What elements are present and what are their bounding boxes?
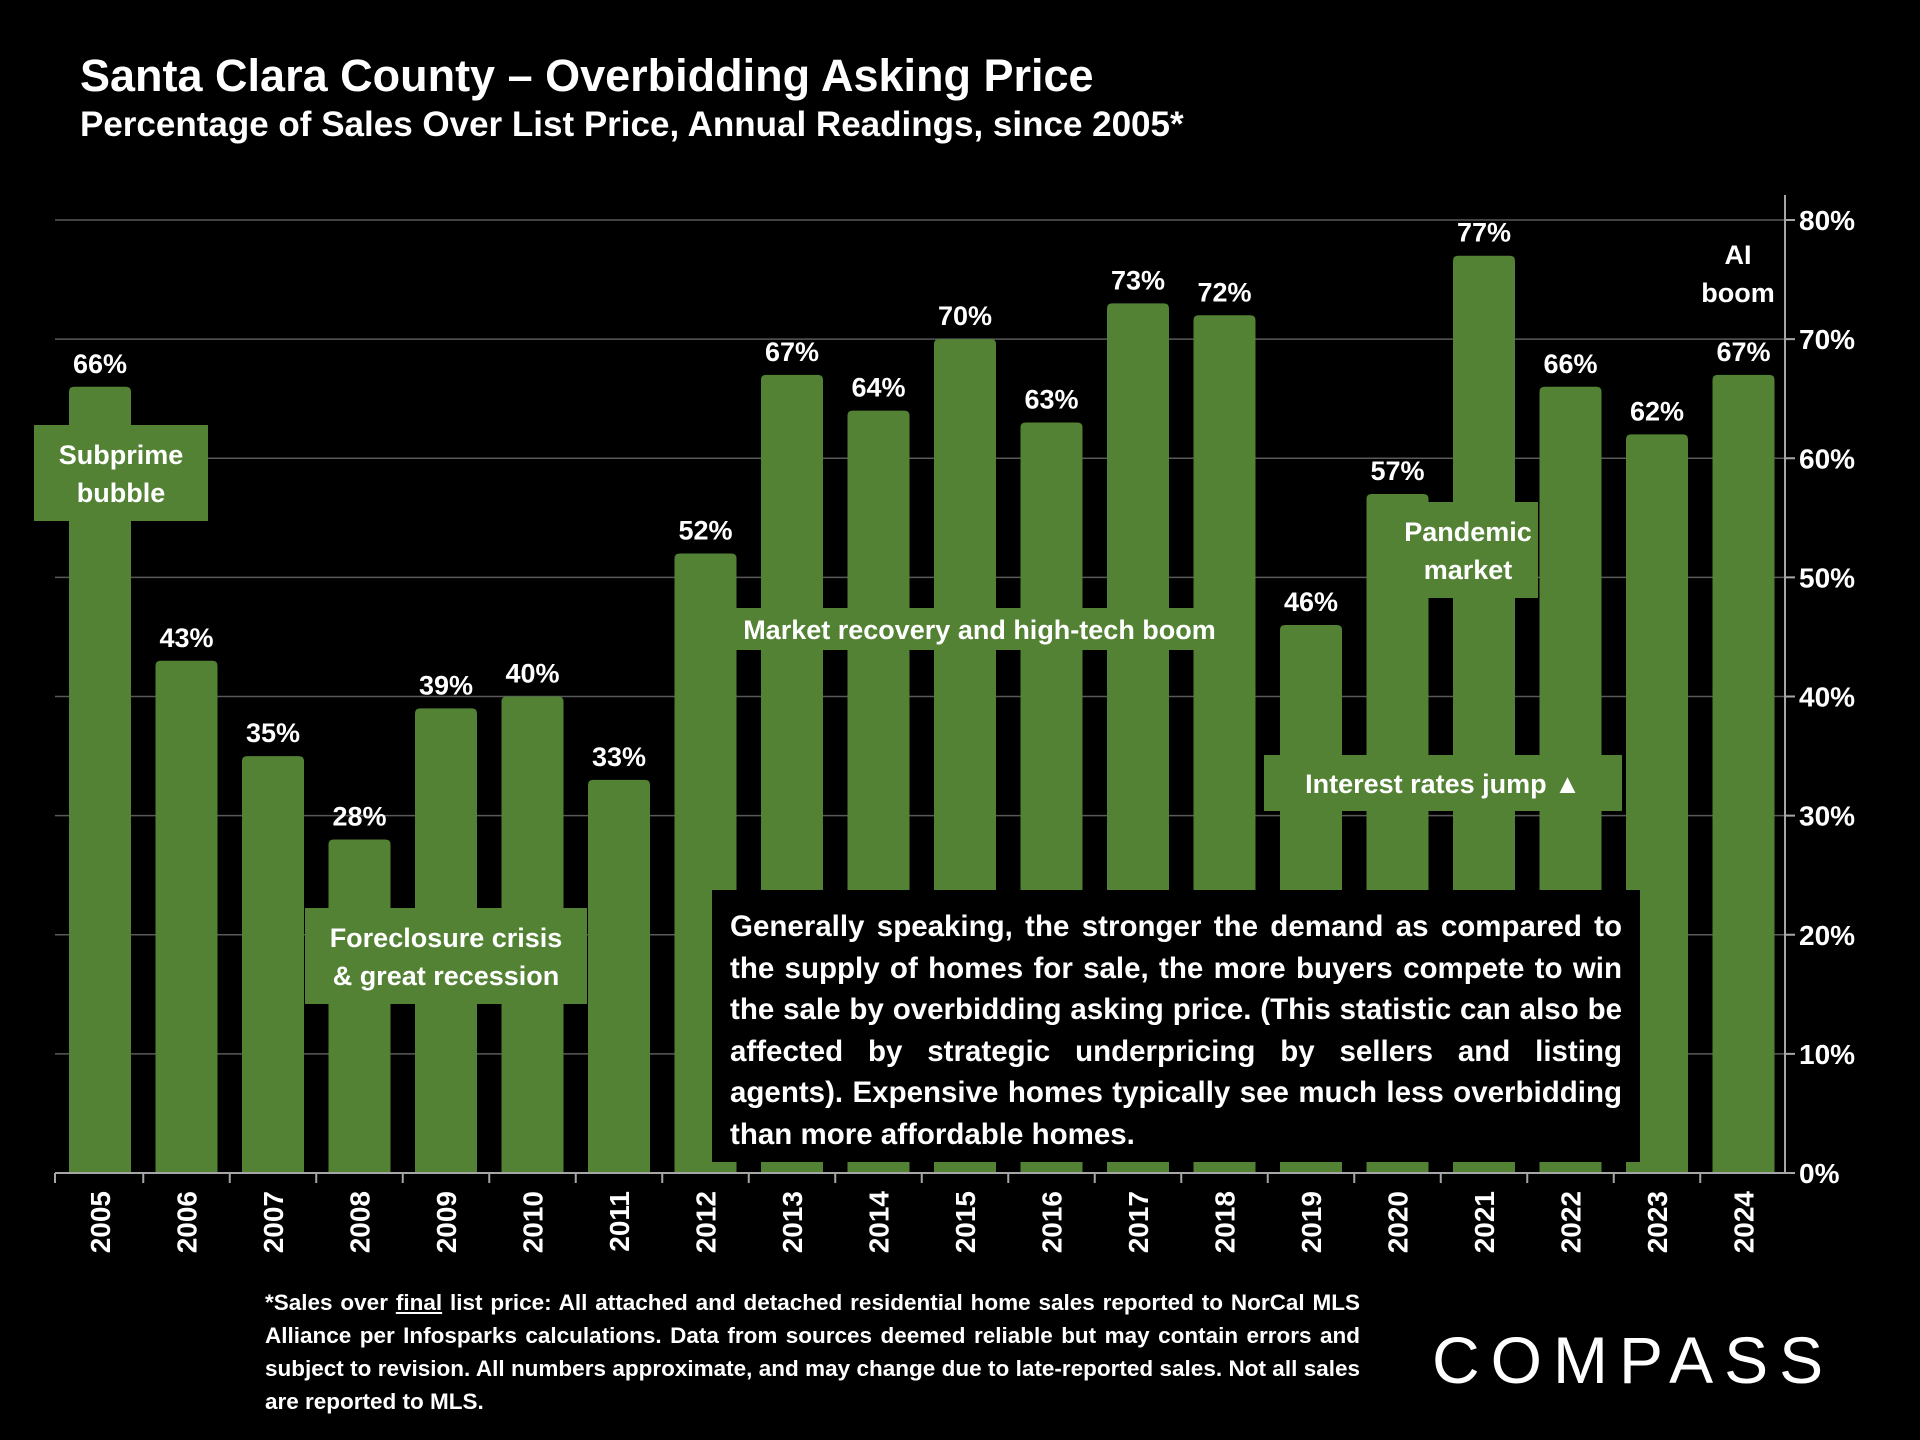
rates-annotation-box <box>1264 755 1622 811</box>
x-tick-label: 2021 <box>1469 1191 1500 1253</box>
bar-value-label: 33% <box>592 742 646 772</box>
bar-value-label: 43% <box>159 623 213 653</box>
footnote-prefix: *Sales over <box>265 1290 396 1315</box>
y-tick-label: 70% <box>1799 324 1855 355</box>
footnote-rest: list price: All attached and detached re… <box>265 1290 1360 1414</box>
explanation-note: Generally speaking, the stronger the dem… <box>712 890 1640 1162</box>
bar <box>1626 434 1688 1173</box>
x-tick-label: 2024 <box>1729 1191 1760 1254</box>
annotations: Subprime bubble Foreclosure crisis & great … <box>34 240 1775 1004</box>
y-tick-label: 60% <box>1799 443 1855 474</box>
rates-annotation-text: Interest rates jump ▲ <box>1305 769 1581 799</box>
bar-value-label: 63% <box>1024 385 1078 415</box>
compass-logo: COMPASS <box>1432 1323 1835 1397</box>
bar-value-label: 66% <box>73 349 127 379</box>
bar <box>588 779 650 1173</box>
bar-value-label: 35% <box>246 718 300 748</box>
y-tick-label: 10% <box>1799 1039 1855 1070</box>
recovery-annotation-box <box>717 608 1242 650</box>
foreclosure-annotation-box <box>305 908 587 1004</box>
x-tick-label: 2006 <box>172 1191 203 1253</box>
bar-value-label: 72% <box>1197 277 1251 307</box>
bar-value-label: 46% <box>1284 587 1338 617</box>
bar-value-label: 62% <box>1630 396 1684 426</box>
x-tick-label: 2023 <box>1642 1191 1673 1253</box>
y-tick-label: 80% <box>1799 205 1855 236</box>
y-tick-label: 40% <box>1799 682 1855 713</box>
y-tick-label: 30% <box>1799 801 1855 832</box>
bar-value-label: 77% <box>1457 218 1511 248</box>
x-tick-label: 2010 <box>518 1191 549 1253</box>
bar-value-label: 28% <box>332 801 386 831</box>
bar-value-label: 57% <box>1370 456 1424 486</box>
subprime-annotation-text: bubble <box>77 478 166 508</box>
bar-value-label: 39% <box>419 670 473 700</box>
footnote: *Sales over final list price: All attach… <box>265 1286 1360 1418</box>
foreclosure-annotation-text: & great recession <box>333 961 560 991</box>
bar-value-label: 73% <box>1111 265 1165 295</box>
bar-value-label: 66% <box>1543 349 1597 379</box>
bar-value-label: 70% <box>938 301 992 331</box>
x-tick-label: 2018 <box>1210 1191 1241 1253</box>
bar <box>328 839 391 1173</box>
x-tick-label: 2014 <box>864 1191 895 1254</box>
ai-boom-annotation-text: AI <box>1725 240 1752 270</box>
ai-boom-annotation-text: boom <box>1701 278 1775 308</box>
bar <box>69 386 131 1173</box>
bar-value-label: 67% <box>765 337 819 367</box>
recovery-annotation-text: Market recovery and high-tech boom <box>743 615 1216 645</box>
pandemic-annotation-box <box>1398 502 1538 598</box>
x-tick-label: 2011 <box>604 1191 635 1252</box>
x-tick-label: 2007 <box>258 1191 289 1253</box>
foreclosure-annotation-text: Foreclosure crisis <box>330 923 563 953</box>
bar-value-label: 64% <box>851 373 905 403</box>
footnote-underlined: final <box>395 1290 443 1315</box>
subprime-annotation-text: Subprime <box>59 440 184 470</box>
x-tick-label: 2022 <box>1556 1191 1587 1253</box>
x-tick-label: 2008 <box>345 1191 376 1253</box>
y-tick-label: 50% <box>1799 562 1855 593</box>
x-tick-label: 2009 <box>431 1191 462 1253</box>
x-tick-label: 2017 <box>1123 1191 1154 1253</box>
x-tick-label: 2013 <box>777 1191 808 1253</box>
chart-title: Santa Clara County – Overbidding Asking … <box>80 50 1094 101</box>
subprime-annotation-box <box>34 425 208 521</box>
x-tick-label: 2020 <box>1383 1191 1414 1253</box>
x-tick-label: 2012 <box>691 1191 722 1253</box>
x-tick-label: 2015 <box>950 1191 981 1253</box>
pandemic-annotation-text: market <box>1424 555 1513 585</box>
x-tick-label: 2016 <box>1037 1191 1068 1253</box>
bar <box>155 660 218 1173</box>
bar-value-label: 67% <box>1716 337 1770 367</box>
axes: 0% 10% 20% 30% 40% 50% 60% 70% 80% 2005 2006 2007 20… <box>54 195 1855 1254</box>
x-tick-label: 2005 <box>85 1191 116 1253</box>
pandemic-annotation-text: Pandemic <box>1404 517 1532 547</box>
bar-value-label: 52% <box>678 516 732 546</box>
bar <box>1712 374 1775 1173</box>
bar <box>242 756 304 1173</box>
y-tick-label: 20% <box>1799 920 1855 951</box>
x-tick-label: 2019 <box>1296 1191 1327 1253</box>
bar-value-label: 40% <box>505 659 559 689</box>
y-tick-label: 0% <box>1799 1158 1840 1189</box>
chart-subtitle: Percentage of Sales Over List Price, Ann… <box>80 105 1184 144</box>
